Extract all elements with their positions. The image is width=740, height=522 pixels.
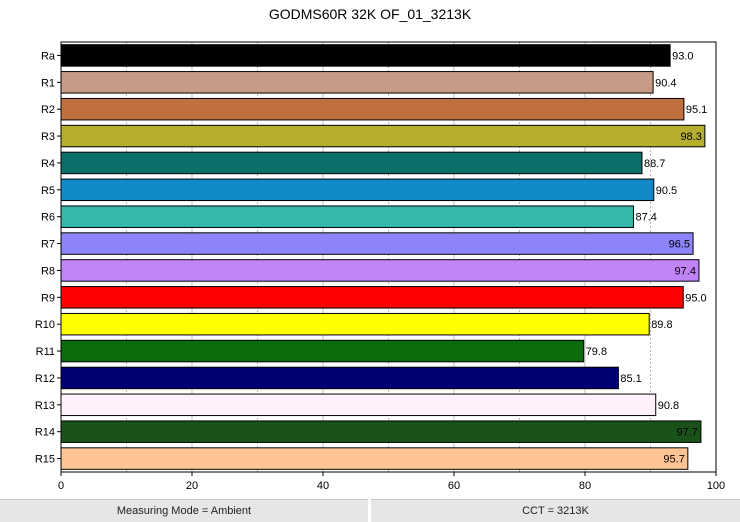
value-label: 93.0 — [672, 50, 693, 62]
bar-layer — [60, 44, 706, 470]
bar-r3 — [60, 124, 706, 148]
value-label: 96.5 — [669, 239, 690, 251]
chart-title: GODMS60R 32K OF_01_3213K — [268, 6, 472, 22]
category-label: R8 — [41, 265, 55, 277]
category-label: R2 — [41, 104, 55, 116]
bar-r14 — [60, 420, 702, 443]
bar-ra — [60, 44, 671, 67]
category-label: R13 — [35, 400, 55, 412]
category-label: Ra — [41, 50, 56, 62]
bar-r6 — [60, 205, 634, 228]
bar-r2 — [60, 97, 685, 121]
bar-r9 — [60, 286, 684, 309]
category-label: R4 — [41, 158, 55, 170]
value-label: 88.7 — [644, 158, 665, 170]
value-label: 85.1 — [620, 373, 641, 385]
x-tick-label: 0 — [58, 480, 64, 492]
value-label: 87.4 — [635, 212, 656, 224]
label-layer: 0 20 40 60 80 100 Ra 93.0 R1 90.4 R2 95.1 R3 98.3 R4 88… — [35, 50, 725, 492]
category-label: R3 — [41, 131, 55, 143]
bar-r15 — [60, 447, 689, 470]
category-label: R10 — [35, 319, 55, 331]
value-label: 97.4 — [675, 265, 696, 277]
cct-status: CCT = 3213K — [371, 499, 740, 522]
category-label: R1 — [41, 77, 55, 89]
x-tick-label: 40 — [317, 480, 329, 492]
bar-r4 — [60, 151, 643, 175]
value-label: 95.0 — [685, 292, 706, 304]
category-label: R14 — [35, 427, 55, 439]
category-label: R11 — [36, 346, 55, 358]
value-label: 90.5 — [656, 185, 677, 197]
bar-r11 — [60, 339, 585, 363]
value-label: 95.1 — [686, 104, 707, 116]
value-label: 90.4 — [655, 77, 676, 89]
category-label: R15 — [35, 454, 55, 466]
category-label: R9 — [41, 292, 55, 304]
x-tick-label: 100 — [707, 480, 725, 492]
value-label: 90.8 — [658, 400, 679, 412]
x-tick-label: 60 — [448, 480, 460, 492]
category-label: R7 — [41, 239, 55, 251]
bar-r10 — [60, 312, 650, 336]
value-label: 98.3 — [680, 131, 701, 143]
value-label: 79.8 — [586, 346, 607, 358]
value-label: 89.8 — [651, 319, 672, 331]
bar-r13 — [60, 393, 657, 417]
category-label: R5 — [41, 185, 55, 197]
bar-r8 — [60, 259, 700, 282]
x-tick-label: 80 — [579, 480, 591, 492]
value-label: 97.7 — [677, 427, 698, 439]
bar-r1 — [60, 71, 654, 94]
value-label: 95.7 — [663, 454, 684, 466]
bar-r5 — [60, 178, 655, 202]
bar-r12 — [60, 366, 619, 390]
bar-r7 — [60, 232, 694, 255]
plot-frame — [60, 41, 717, 473]
measuring-mode-status: Measuring Mode = Ambient — [0, 499, 368, 522]
category-label: R6 — [41, 212, 55, 224]
category-label: R12 — [35, 373, 55, 385]
x-tick-label: 20 — [186, 480, 198, 492]
